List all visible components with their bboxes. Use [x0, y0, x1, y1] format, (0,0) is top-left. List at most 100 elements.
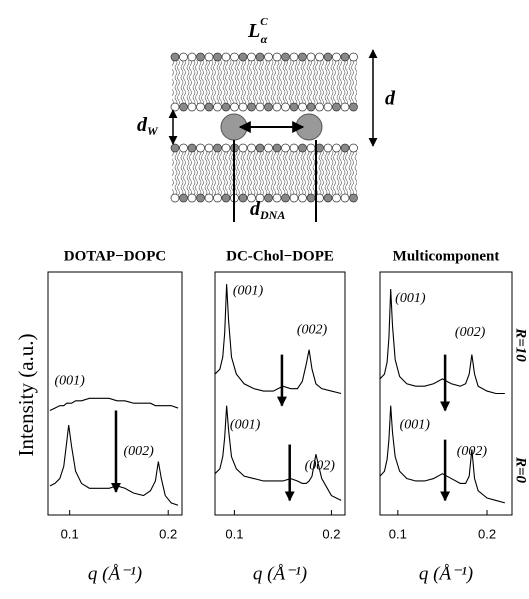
head-group: [282, 53, 290, 61]
x-tick-label: 0.1: [61, 526, 79, 541]
head-group: [324, 144, 332, 152]
head-group: [273, 53, 281, 61]
head-group: [299, 144, 307, 152]
head-group: [222, 103, 230, 111]
bilayer-tails: [172, 60, 357, 104]
head-group: [256, 144, 264, 152]
data-line: [50, 425, 178, 505]
head-group: [248, 144, 256, 152]
head-group: [290, 194, 298, 202]
head-group: [282, 194, 290, 202]
x-tick-label: 0.2: [322, 526, 340, 541]
head-group: [333, 144, 341, 152]
head-group: [333, 103, 341, 111]
head-group: [316, 103, 324, 111]
head-group: [205, 144, 213, 152]
x-tick-label: 0.1: [225, 526, 243, 541]
head-group: [307, 144, 315, 152]
peak-label: (001): [230, 417, 261, 432]
head-group: [341, 144, 349, 152]
head-group: [180, 194, 188, 202]
x-axis-label: q (Å⁻¹): [419, 563, 473, 584]
head-group: [205, 103, 213, 111]
d-label: d: [385, 88, 396, 110]
x-tick-label: 0.1: [389, 526, 407, 541]
head-group: [188, 194, 196, 202]
head-group: [324, 53, 332, 61]
head-group: [282, 144, 290, 152]
head-group: [273, 103, 281, 111]
head-group: [316, 53, 324, 61]
head-group: [197, 103, 205, 111]
head-group: [341, 194, 349, 202]
head-group: [324, 194, 332, 202]
head-group: [341, 103, 349, 111]
head-group: [231, 103, 239, 111]
head-group: [222, 53, 230, 61]
head-group: [307, 103, 315, 111]
head-group: [171, 103, 179, 111]
head-group: [256, 53, 264, 61]
plot-frame: [215, 272, 345, 515]
head-group: [333, 194, 341, 202]
head-group: [282, 103, 290, 111]
head-group: [222, 144, 230, 152]
head-group: [265, 194, 273, 202]
head-group: [214, 144, 222, 152]
head-group: [350, 53, 358, 61]
head-group: [265, 103, 273, 111]
head-group: [188, 103, 196, 111]
head-group: [231, 53, 239, 61]
panel-title: DC-Chol−DOPE: [226, 248, 334, 264]
x-tick-label: 0.2: [478, 526, 496, 541]
peak-label: (002): [123, 444, 154, 459]
head-group: [180, 144, 188, 152]
head-group: [214, 103, 222, 111]
head-group: [248, 103, 256, 111]
data-line: [50, 398, 178, 410]
head-group: [222, 194, 230, 202]
row-label: R=10: [513, 327, 529, 362]
head-group: [350, 144, 358, 152]
peak-label: (002): [455, 325, 486, 340]
head-group: [265, 144, 273, 152]
x-tick-label: 0.2: [159, 526, 177, 541]
x-axis-label: q (Å⁻¹): [253, 563, 307, 584]
head-group: [333, 53, 341, 61]
peak-label: (001): [55, 374, 86, 389]
head-group: [197, 53, 205, 61]
head-group: [205, 194, 213, 202]
head-group: [239, 194, 247, 202]
head-group: [239, 53, 247, 61]
head-group: [265, 53, 273, 61]
y-axis-label: Intensity (a.u.): [14, 333, 38, 456]
head-group: [350, 194, 358, 202]
peak-label: (002): [457, 444, 488, 459]
head-group: [290, 144, 298, 152]
panel-title: Multicomponent: [393, 248, 500, 264]
x-axis-label: q (Å⁻¹): [88, 563, 142, 584]
head-group: [299, 103, 307, 111]
head-group: [197, 194, 205, 202]
head-group: [180, 103, 188, 111]
peak-label: (001): [233, 284, 264, 299]
peak-label: (002): [297, 323, 328, 338]
head-group: [214, 53, 222, 61]
head-group: [299, 53, 307, 61]
head-group: [341, 53, 349, 61]
peak-label: (002): [305, 459, 336, 474]
head-group: [290, 53, 298, 61]
head-group: [171, 53, 179, 61]
head-group: [188, 53, 196, 61]
head-group: [273, 144, 281, 152]
head-group: [171, 194, 179, 202]
head-group: [299, 194, 307, 202]
data-line: [215, 284, 341, 393]
head-group: [350, 103, 358, 111]
head-group: [307, 53, 315, 61]
head-group: [239, 144, 247, 152]
peak-label: (001): [400, 417, 431, 432]
head-group: [197, 144, 205, 152]
